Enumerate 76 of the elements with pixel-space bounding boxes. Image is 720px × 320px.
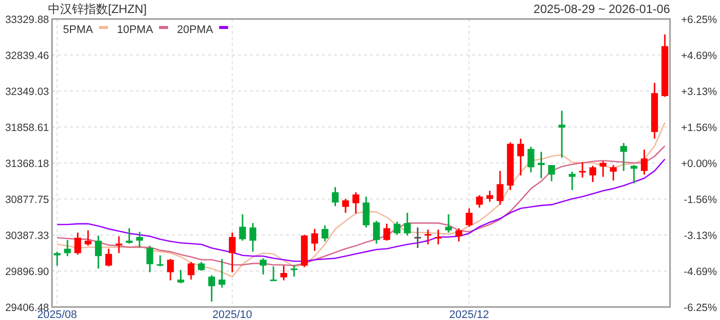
candlestick	[528, 146, 534, 174]
y-tick-label: 30877.75	[5, 194, 50, 206]
candlestick	[548, 164, 555, 182]
candlestick	[177, 269, 184, 284]
candlestick	[146, 245, 154, 273]
candlestick	[600, 160, 606, 178]
legend-label: 20PMA	[177, 24, 214, 36]
y2-tick-label: -3.13%	[684, 230, 717, 242]
y2-tick-label: +6.25%	[681, 14, 717, 26]
candlestick	[517, 138, 524, 176]
candlestick	[94, 234, 102, 270]
candlestick	[280, 264, 288, 282]
candlestick	[589, 165, 596, 183]
y-tick-label: 31368.18	[5, 158, 50, 170]
candlestick	[486, 190, 494, 203]
y2-tick-label: +1.56%	[681, 122, 717, 134]
candlestick	[54, 250, 61, 266]
candlestick	[116, 236, 122, 254]
candlestick	[455, 227, 462, 242]
candlestick	[322, 224, 328, 242]
candlestick	[311, 228, 318, 252]
candlestick	[568, 170, 576, 191]
candlestick	[424, 228, 432, 246]
candlestick	[620, 142, 628, 172]
y2-tick-label: -6.25%	[684, 302, 717, 314]
candlestick	[383, 223, 390, 242]
y2-tick-label: -4.69%	[684, 266, 717, 278]
legend-label: 10PMA	[116, 24, 154, 36]
y2-tick-label: -1.56%	[684, 194, 717, 206]
candlestick	[342, 198, 349, 214]
chart-subtitle: 2025-08-29 ~ 2026-01-06	[534, 2, 670, 16]
y2-tick-label: +0.00%	[681, 158, 717, 170]
x-tick-label: 2025/08	[37, 309, 78, 320]
candlestick	[414, 226, 422, 249]
y-tick-label: 33329.88	[5, 14, 50, 26]
y-tick-label: 31858.61	[5, 122, 50, 134]
candlestick	[156, 254, 164, 268]
candlestick	[404, 212, 411, 236]
candlestick	[445, 214, 452, 234]
candlestick	[362, 196, 370, 228]
candlestick	[136, 231, 143, 248]
y-tick-label: 30387.33	[5, 230, 50, 242]
candlestick	[558, 110, 566, 158]
candlestick	[188, 261, 194, 280]
candlestick	[228, 232, 236, 273]
candlestick	[434, 228, 442, 246]
candlestick	[373, 220, 380, 244]
candlestick	[239, 214, 246, 242]
candlestick	[640, 148, 648, 176]
x-tick-label: 2025/12	[449, 309, 490, 320]
y2-tick-label: +4.69%	[681, 50, 717, 62]
candlestick	[466, 208, 473, 228]
candlestick	[208, 274, 216, 302]
candlestick	[352, 191, 360, 214]
candlestick	[126, 227, 133, 244]
candlestick	[394, 220, 400, 236]
candlestick	[476, 194, 483, 208]
candlestick	[167, 258, 174, 282]
candlestick	[270, 266, 277, 282]
y-tick-label: 32349.03	[5, 86, 50, 98]
y2-tick-label: +3.13%	[681, 86, 717, 98]
x-tick-label: 2025/10	[212, 309, 252, 320]
candlestick	[105, 248, 112, 268]
y-tick-label: 29896.90	[5, 266, 50, 278]
candlestick	[579, 161, 586, 178]
y-tick-label: 32839.46	[5, 50, 50, 62]
candlestick	[64, 239, 71, 257]
candlestick	[74, 232, 82, 256]
candlestick	[290, 264, 298, 278]
candlestick	[332, 186, 339, 207]
candlestick	[84, 230, 92, 247]
candlestick	[218, 258, 226, 288]
candlestick	[496, 170, 504, 206]
candlestick	[249, 222, 256, 252]
chart-title: 中汉锌指数[ZHZN]	[48, 2, 147, 16]
legend-label: 5PMA	[63, 24, 94, 36]
